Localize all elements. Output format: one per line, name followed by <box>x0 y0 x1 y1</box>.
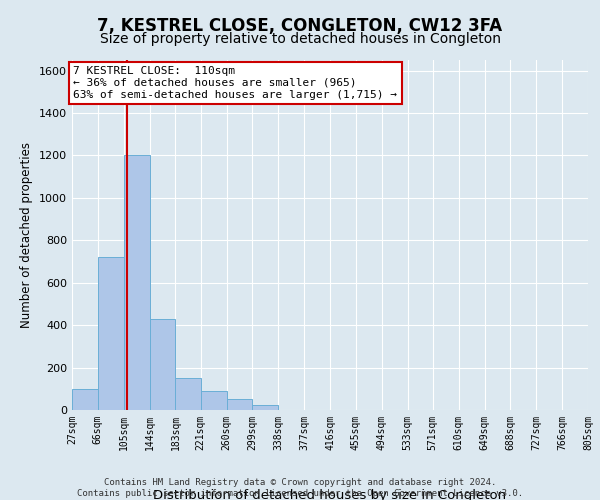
Bar <box>175 378 202 410</box>
Bar <box>253 404 278 410</box>
Bar <box>227 400 253 410</box>
X-axis label: Distribution of detached houses by size in Congleton: Distribution of detached houses by size … <box>154 489 506 500</box>
Text: 7 KESTREL CLOSE:  110sqm
← 36% of detached houses are smaller (965)
63% of semi-: 7 KESTREL CLOSE: 110sqm ← 36% of detache… <box>73 66 397 100</box>
Text: 7, KESTREL CLOSE, CONGLETON, CW12 3FA: 7, KESTREL CLOSE, CONGLETON, CW12 3FA <box>97 18 503 36</box>
Bar <box>200 391 227 410</box>
Bar <box>98 258 124 410</box>
Text: Contains HM Land Registry data © Crown copyright and database right 2024.
Contai: Contains HM Land Registry data © Crown c… <box>77 478 523 498</box>
Y-axis label: Number of detached properties: Number of detached properties <box>20 142 34 328</box>
Bar <box>72 389 98 410</box>
Bar <box>149 319 175 410</box>
Text: Size of property relative to detached houses in Congleton: Size of property relative to detached ho… <box>100 32 500 46</box>
Bar <box>124 156 149 410</box>
